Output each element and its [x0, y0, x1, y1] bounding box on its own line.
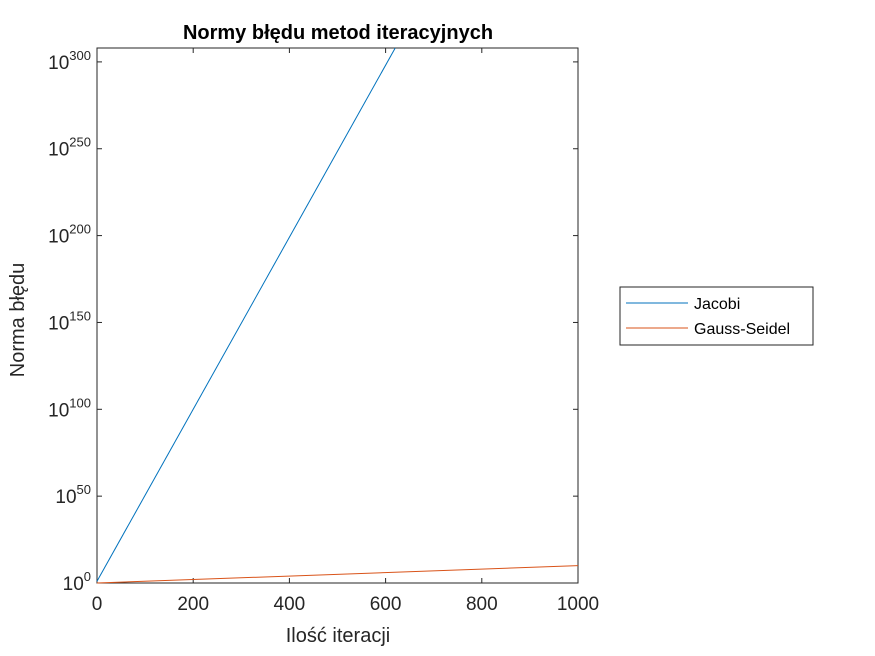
x-tick-label: 200	[177, 594, 209, 615]
chart-title: Normy błędu metod iteracyjnych	[183, 22, 493, 44]
legend-label-gauss-seidel: Gauss-Seidel	[694, 321, 790, 338]
x-tick-label: 800	[466, 594, 498, 615]
y-tick-label: 10300	[48, 48, 91, 74]
x-axis-label: Ilość iteracji	[286, 625, 390, 647]
y-tick-base: 10	[63, 574, 84, 595]
y-tick-exponent: 250	[69, 135, 91, 150]
y-tick-exponent: 100	[69, 395, 91, 410]
x-tick-label: 400	[274, 594, 306, 615]
y-tick-label: 1050	[55, 482, 91, 508]
x-axis-ticks: 0 200 400 600 800 1000	[92, 48, 599, 615]
y-tick-label: 10200	[48, 222, 91, 248]
y-tick-label: 10150	[48, 308, 91, 334]
x-tick-label: 600	[370, 594, 402, 615]
legend-label-jacobi: Jacobi	[694, 296, 740, 313]
y-tick-exponent: 300	[69, 48, 91, 63]
legend: Jacobi Gauss-Seidel	[619, 286, 814, 346]
series-line-jacobi	[96, 47, 396, 582]
y-tick-label: 100	[63, 569, 91, 595]
plot-area	[96, 47, 579, 584]
y-tick-label: 10250	[48, 135, 91, 161]
series-line-gauss-seidel	[96, 565, 579, 584]
x-tick-label: 0	[92, 594, 103, 615]
y-tick-base: 10	[48, 313, 69, 334]
y-tick-exponent: 200	[69, 222, 91, 237]
y-tick-exponent: 150	[69, 308, 91, 323]
x-tick-label: 1000	[557, 594, 599, 615]
y-tick-base: 10	[55, 487, 76, 508]
y-tick-base: 10	[48, 140, 69, 161]
y-tick-base: 10	[48, 400, 69, 421]
y-tick-exponent: 0	[84, 569, 91, 584]
y-tick-base: 10	[48, 227, 69, 248]
series-lines	[96, 47, 579, 584]
y-tick-base: 10	[48, 53, 69, 74]
y-tick-exponent: 50	[77, 482, 91, 497]
y-axis-label: Norma błędu	[7, 263, 29, 378]
legend-box	[619, 286, 814, 346]
y-tick-label: 10100	[48, 395, 91, 421]
axes-box	[96, 47, 579, 584]
